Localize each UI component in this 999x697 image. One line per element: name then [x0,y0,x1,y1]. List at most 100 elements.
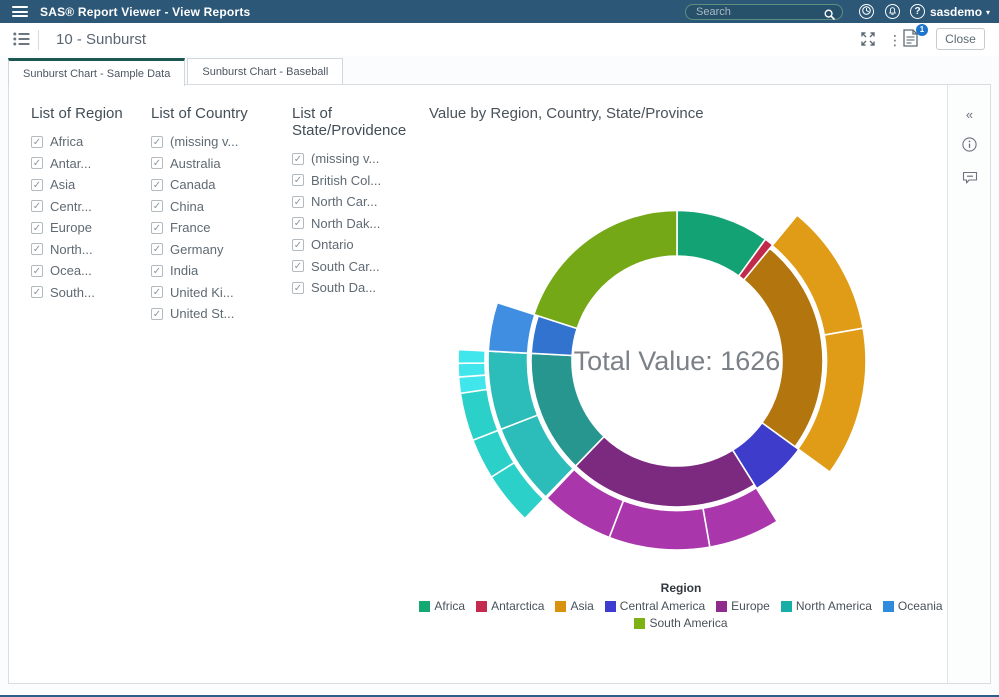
filter-checkbox-item[interactable]: ✓ North... [31,241,159,257]
filter-checkbox-item[interactable]: ✓ Centr... [31,199,159,214]
filter-checkbox-item[interactable]: ✓ Europe [31,220,159,235]
filter-checkbox-item[interactable]: ✓ South Car... [292,259,420,274]
filter-checkbox-item[interactable]: ✓ United Ki... [151,285,279,300]
search-input[interactable] [696,5,816,18]
checkbox-label: Germany [170,241,224,257]
filter-checkbox-item[interactable]: ✓ China [151,199,279,214]
filter-checkbox-item[interactable]: ✓ South Da... [292,280,420,295]
legend-item[interactable]: Europe [716,599,770,613]
checkbox-checked-icon[interactable]: ✓ [151,135,163,148]
legend-swatch [780,600,792,612]
sunburst-segment-south-america[interactable] [533,209,678,330]
legend-item[interactable]: Central America [604,599,705,613]
sunburst-chart[interactable]: Total Value: 1626 [421,131,961,575]
checkbox-checked-icon[interactable]: ✓ [31,178,43,191]
help-icon[interactable]: ? [910,3,925,19]
filter-checkbox-item[interactable]: ✓ Australia [151,156,279,171]
legend-swatch [476,600,488,612]
sunburst-segment-north-dakota[interactable] [457,374,488,395]
report-info-document-icon[interactable]: 1 [903,24,928,49]
legend-item[interactable]: Africa [419,599,465,613]
checkbox-checked-icon[interactable]: ✓ [151,286,163,298]
filter-checkbox-item[interactable]: ✓ Canada [151,177,279,192]
checkbox-checked-icon[interactable]: ✓ [151,221,163,234]
checkbox-checked-icon[interactable]: ✓ [292,217,304,229]
sunburst-segment-south-carolina[interactable] [457,362,487,378]
legend-item[interactable]: Oceania [882,599,943,613]
legend-item[interactable]: South America [634,616,728,630]
sunburst-segment-south-dakota[interactable] [457,348,487,365]
more-options-icon[interactable]: ⋮ [888,32,902,48]
alerts-bell-icon[interactable] [885,3,900,19]
legend-swatch [716,600,728,612]
filter-checkbox-item[interactable]: ✓ British Col... [292,173,420,188]
checkbox-checked-icon[interactable]: ✓ [151,178,163,191]
info-icon[interactable] [948,137,991,157]
filter-checkbox-item[interactable]: ✓ North Car... [292,194,420,209]
checkbox-checked-icon[interactable]: ✓ [31,286,43,298]
filter-column: List of Country ✓ (missing v... ✓ Australia ✓… [151,105,279,329]
checkbox-label: North... [50,241,93,257]
checkbox-checked-icon[interactable]: ✓ [151,307,163,320]
recent-history-icon[interactable] [859,3,874,19]
close-button[interactable]: Close [936,28,985,50]
checkbox-checked-icon[interactable]: ✓ [31,243,43,255]
checkbox-checked-icon[interactable]: ✓ [151,243,163,255]
report-contents-icon[interactable] [13,32,30,51]
user-menu[interactable]: sasdemo ▾ [930,5,990,19]
checkbox-label: India [170,263,199,278]
checkbox-checked-icon[interactable]: ✓ [31,157,43,169]
checkbox-checked-icon[interactable]: ✓ [31,221,43,234]
checkbox-checked-icon[interactable]: ✓ [31,200,43,212]
checkbox-label: Antar... [50,155,92,171]
comments-icon[interactable] [948,171,991,190]
maximize-icon[interactable] [860,31,876,52]
checkbox-checked-icon[interactable]: ✓ [292,152,304,165]
filter-checkbox-item[interactable]: ✓ Asia [31,177,159,192]
sunburst-segment-united-kingdom[interactable] [546,468,625,539]
chevron-down-icon: ▾ [986,8,991,17]
legend-item[interactable]: North America [780,599,872,613]
filter-checkbox-item[interactable]: ✓ France [151,220,279,235]
search-icon[interactable] [824,7,835,25]
sunburst-segment-australia[interactable] [487,301,536,354]
filter-checkbox-item[interactable]: ✓ United St... [151,306,279,321]
checkbox-label: South Da... [311,280,377,295]
legend-swatch [634,617,646,629]
filter-checkbox-item[interactable]: ✓ South... [31,284,159,300]
collapse-panel-icon[interactable]: « [965,107,974,122]
menu-icon[interactable] [12,6,28,17]
checkbox-checked-icon[interactable]: ✓ [292,195,304,208]
sunburst-segment-united-states[interactable] [487,350,539,431]
checkbox-label: Europe [50,220,92,235]
legend-item[interactable]: Antarctica [476,599,544,613]
filter-title: List of State/Providence [292,105,407,139]
checkbox-label: (missing v... [311,151,380,166]
filter-checkbox-item[interactable]: ✓ Ocea... [31,263,159,278]
legend-item[interactable]: Asia [555,599,594,613]
filter-checkbox-item[interactable]: ✓ Antar... [31,155,159,171]
checkbox-checked-icon[interactable]: ✓ [292,238,304,251]
checkbox-checked-icon[interactable]: ✓ [151,157,163,169]
sunburst-segment-germany[interactable] [608,499,711,551]
tab-baseball[interactable]: Sunburst Chart - Baseball [187,58,344,85]
checkbox-checked-icon[interactable]: ✓ [31,135,43,148]
sunburst-segment-india[interactable] [797,327,867,473]
filter-checkbox-item[interactable]: ✓ Ontario [292,237,420,252]
filter-checkbox-item[interactable]: ✓ (missing v... [292,151,420,166]
checkbox-checked-icon[interactable]: ✓ [31,264,43,277]
tab-sample-data[interactable]: Sunburst Chart - Sample Data [8,58,186,86]
checkbox-checked-icon[interactable]: ✓ [292,281,304,294]
filter-checkbox-item[interactable]: ✓ (missing v... [151,134,279,149]
filter-checkbox-item[interactable]: ✓ Africa [31,134,159,149]
checkbox-checked-icon[interactable]: ✓ [151,264,163,277]
search-box[interactable] [685,3,843,20]
checkbox-checked-icon[interactable]: ✓ [292,260,304,272]
checkbox-checked-icon[interactable]: ✓ [292,174,304,186]
filter-checkbox-item[interactable]: ✓ India [151,263,279,278]
checkbox-checked-icon[interactable]: ✓ [151,200,163,212]
filter-checkbox-item[interactable]: ✓ Germany [151,241,279,257]
sunburst-center-label: Total Value: 1626 [574,346,781,376]
checkbox-label: South... [50,284,95,300]
filter-checkbox-item[interactable]: ✓ North Dak... [292,216,420,231]
